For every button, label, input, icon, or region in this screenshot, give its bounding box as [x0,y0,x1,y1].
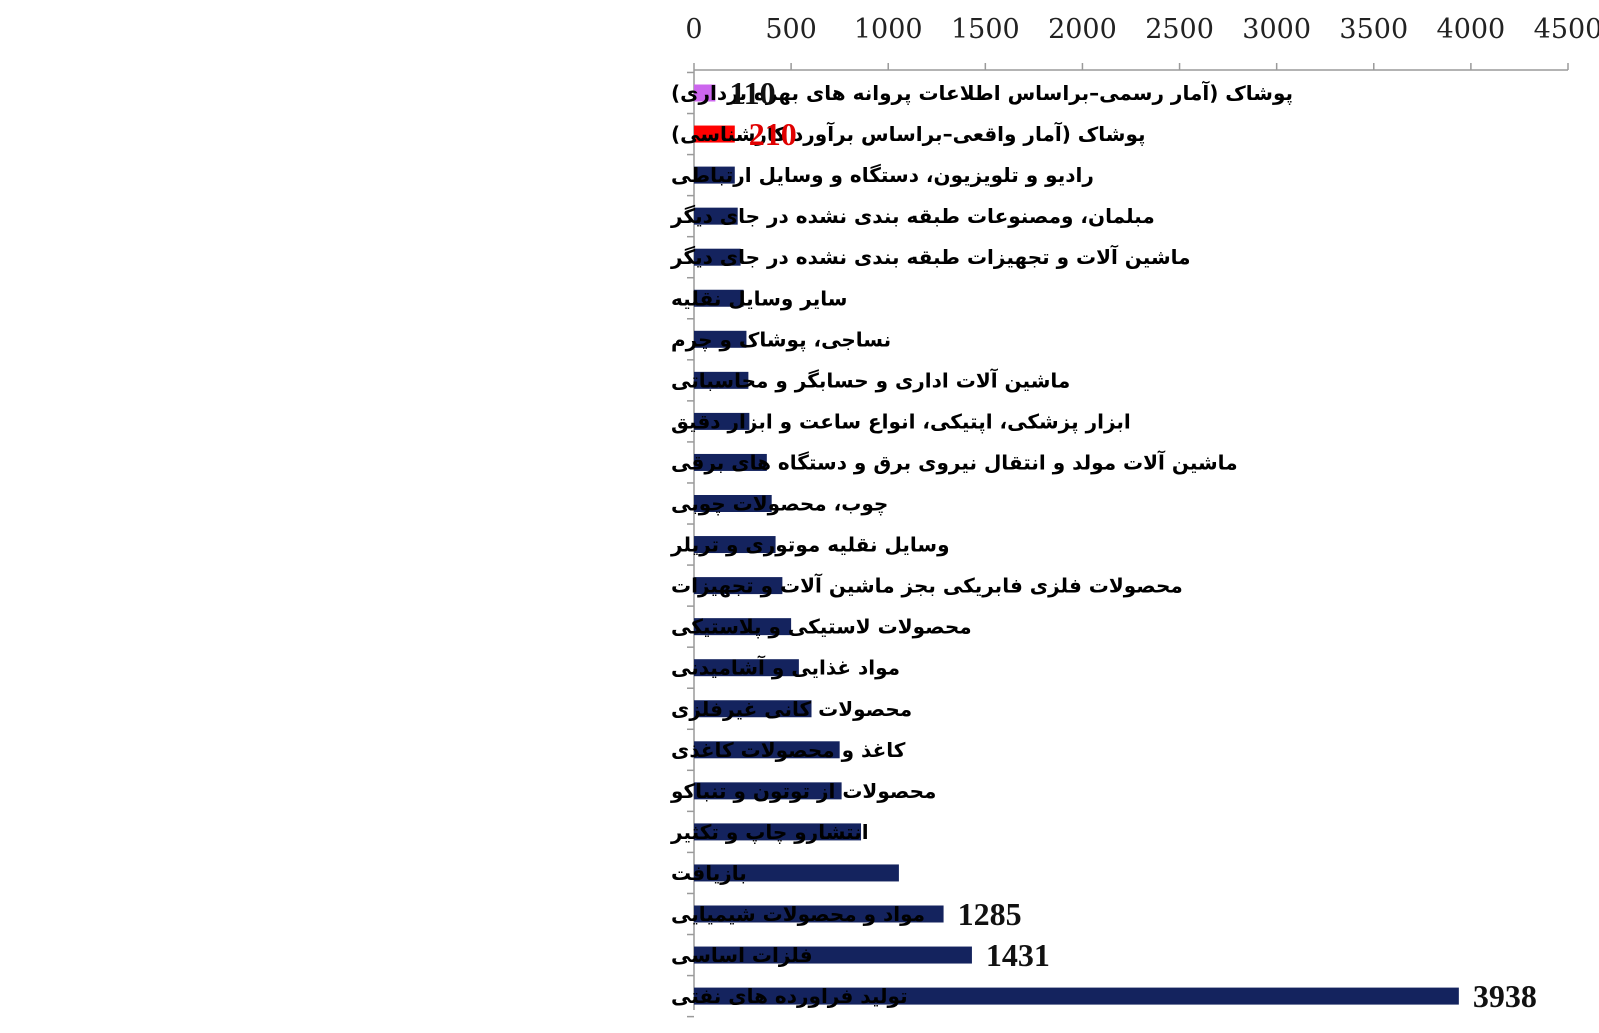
category-label: مبلمان، ومصنوعات طبقه بندی نشده در جای د… [670,204,1155,228]
x-tick-label: 4000 [1437,14,1506,45]
bar [694,536,776,554]
x-tick-label: 4500 [1534,14,1599,45]
x-axis: 0 500 1000 1500 2000 2500 3000 3500 4000 4500 [685,14,1599,71]
data-labels: 110 210 1285 1431 3938 [729,75,1536,1014]
bar [694,659,799,677]
category-label: محصولات فلزی فابریکی بجز ماشین آلات و تج… [671,573,1183,598]
x-tick-label: 0 [685,14,702,45]
bar [694,289,744,307]
bar [694,823,862,841]
bar [694,330,747,348]
bar [694,248,741,266]
category-label: پوشاک (آمار رسمی–براساس اطلاعات پروانه ه… [671,80,1293,106]
category-label: کاغذ و محصولات کاغذی [671,738,906,762]
x-tick-label: 3000 [1242,14,1311,45]
bar [694,453,767,471]
category-label: مواد و محصولات شیمیایی [671,902,925,926]
bar [694,577,783,595]
bar [694,495,772,512]
category-label: سایر وسایل نقلیه [671,286,847,310]
bar [694,166,735,184]
data-label: 3938 [1473,978,1537,1014]
category-label: ماشین آلات اداری و حسابگر و محاسباتی [671,367,1070,392]
category-labels: پوشاک (آمار رسمی–براساس اطلاعات پروانه ه… [670,80,1293,1008]
bar [694,946,972,964]
x-tick-label: 3500 [1339,14,1408,45]
category-label: انتشارو چاپ و تکثیر [670,820,869,845]
x-tick-label: 1000 [854,14,923,45]
category-label: محصولات از توتون و تنباکو [670,779,936,803]
category-label: رادیو و تلویزیون، دستگاه و وسایل ارتباطی [671,163,1094,187]
x-tick-label: 1500 [951,14,1020,45]
bar [694,125,735,143]
category-label: وسایل نقلیه موتوری و تریلر [670,533,950,557]
category-label: پوشاک (آمار واقعی–براساس برآورد کارشناسی… [671,121,1146,147]
x-tick-label: 2500 [1145,14,1214,45]
category-label: ماشین آلات و تجهیزات طبقه بندی نشده در ج… [670,244,1191,269]
category-label: چوب، محصولات چوبی [671,492,888,517]
bar [694,782,842,800]
bar [694,741,840,759]
data-label: 1431 [986,937,1050,973]
category-label: محصولات کانی غیرفلزی [671,697,912,721]
bar [694,864,899,882]
bar [694,207,738,225]
data-label: 110 [729,75,775,111]
bar [694,371,749,389]
data-label: 210 [749,116,797,152]
bar [694,987,1459,1005]
category-label: محصولات لاستیکی و پلاستیکی [671,615,972,640]
bar [694,84,716,102]
bar [694,618,792,636]
category-label: ابزار پزشکی، اپتیکی، انواع ساعت و ابزار … [671,409,1131,434]
x-tick-label: 2000 [1048,14,1117,45]
bar [694,905,944,923]
category-label: نساجی، پوشاک و چرم [671,327,891,352]
category-label: مواد غذایی و آشامیدنی [671,655,900,680]
bars-group [694,84,1459,1005]
category-label: ماشین آلات مولد و انتقال نیروی برق و دست… [671,449,1238,474]
data-label: 1285 [958,896,1022,932]
bar [694,700,812,718]
category-label: تولید فراورده های نفتی [671,984,908,1008]
bar [694,412,750,430]
category-label: بازیافت [671,861,747,885]
category-label: فلزات اساسی [671,943,813,967]
x-tick-label: 500 [765,14,817,45]
